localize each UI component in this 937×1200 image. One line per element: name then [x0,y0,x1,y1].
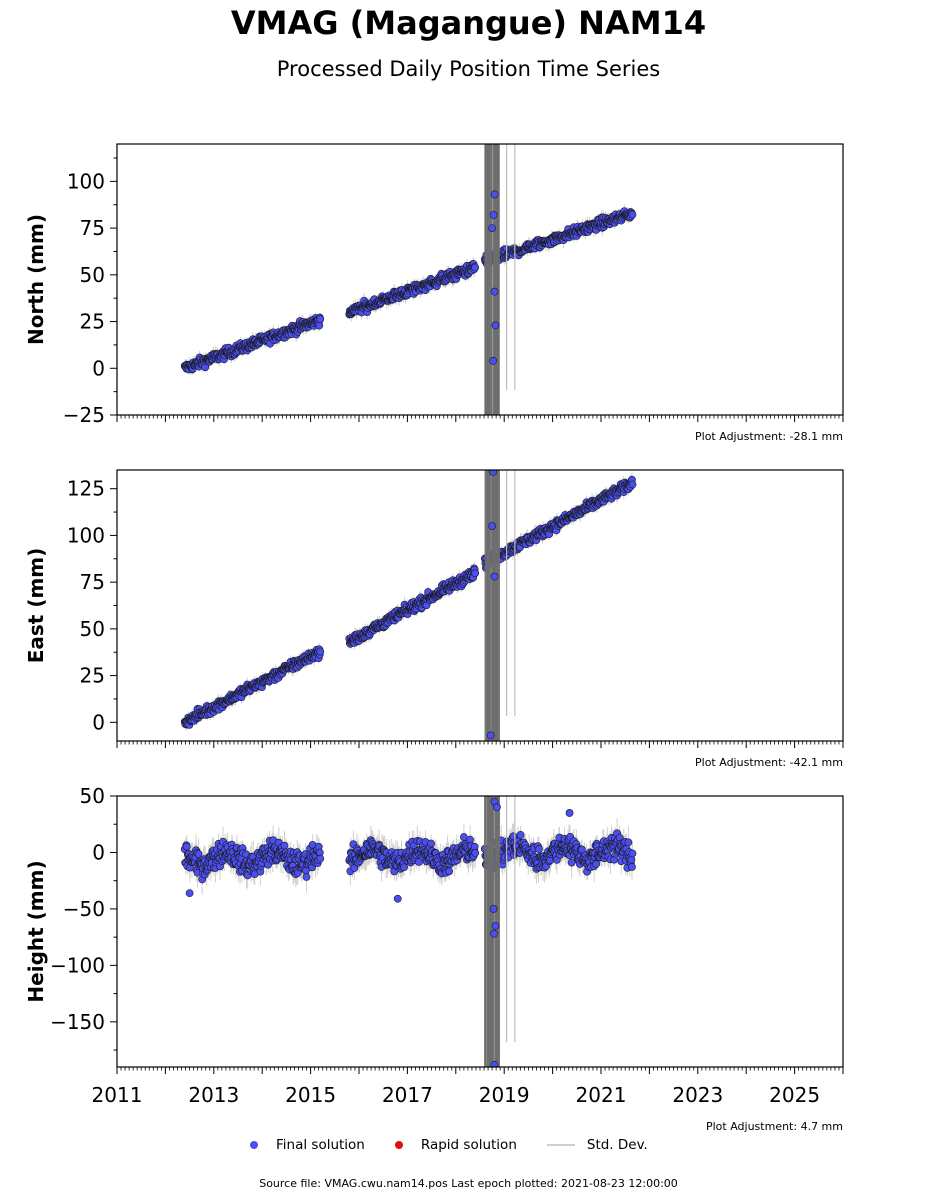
data-point [316,647,325,656]
y-tick-label: 100 [67,169,105,193]
data-point [427,839,436,848]
y-tick-label: 125 [67,477,105,501]
data-point [628,210,637,219]
data-point [471,849,480,857]
y-tick-label: 25 [80,310,105,334]
final-solution-series-2 [345,833,480,878]
final-solution-series-3 [480,475,637,573]
outlier-point [490,572,499,581]
y-tick-label: 25 [80,664,105,688]
data-point [315,321,324,330]
final-solution-series-1 [180,836,325,884]
x-ticks [116,741,844,748]
outlier-point [486,731,495,740]
data-point [182,842,191,851]
outlier-points [488,190,500,365]
final-solution-series-2 [345,564,480,648]
y-axis-label: East (mm) [24,548,48,664]
y-tick-label: 75 [80,216,105,240]
data-point [316,854,325,863]
y-tick-label: 0 [92,710,105,734]
x-ticks [116,415,844,422]
plot-frame [116,143,844,416]
y-tick-label: 100 [67,523,105,547]
plot-area [180,796,637,1067]
data-point [302,873,311,881]
data-point [445,867,453,876]
plot-adjustment: Plot Adjustment: -28.1 mm [695,430,843,443]
plot-area [180,470,637,741]
y-tick-label: 50 [80,263,105,287]
y-tick-label: 0 [92,356,105,380]
data-point [400,863,408,872]
panel-1: −25 0 25 50 75 100 North (mm) Plot Adjustment: … [24,143,844,443]
y-tick-label: 50 [80,617,105,641]
outlier-points [486,470,499,740]
outlier-point [490,190,499,199]
final-solution-series-3 [480,207,637,268]
outlier-point [489,356,497,365]
outlier-point [489,211,498,219]
data-point [194,849,203,858]
data-point [414,858,423,866]
outlier-point [488,522,496,530]
final-solution-series-1 [180,645,325,729]
data-point [316,315,325,323]
y-tick-label: −25 [63,403,105,427]
outlier-point [489,470,497,476]
outlier-band [484,144,516,415]
data-point [628,480,637,489]
outlier-point [488,224,496,233]
data-point [471,569,480,578]
final-solution-series-2 [345,260,480,319]
outlier-point [490,287,499,296]
chart-title: VMAG (Magangue) NAM14 [230,4,707,42]
y-ticks: −25 0 25 50 75 100 [63,157,117,427]
chart-subtitle: Processed Daily Position Time Series [276,57,661,81]
plot-adjustment: Plot Adjustment: -42.1 mm [695,756,843,769]
data-point [280,841,289,850]
y-tick-label: 75 [80,570,105,594]
outlier-band [484,470,516,741]
panel-2: 0 25 50 75 100 125 East (mm) Plot Adjustment: -… [24,469,844,769]
y-axis-label: North (mm) [24,214,48,345]
y-ticks: 0 25 50 75 100 125 [67,477,117,734]
final-solution-series-1 [180,313,325,374]
plot-area [180,144,637,415]
data-point [471,263,480,272]
outlier-point [491,321,500,330]
